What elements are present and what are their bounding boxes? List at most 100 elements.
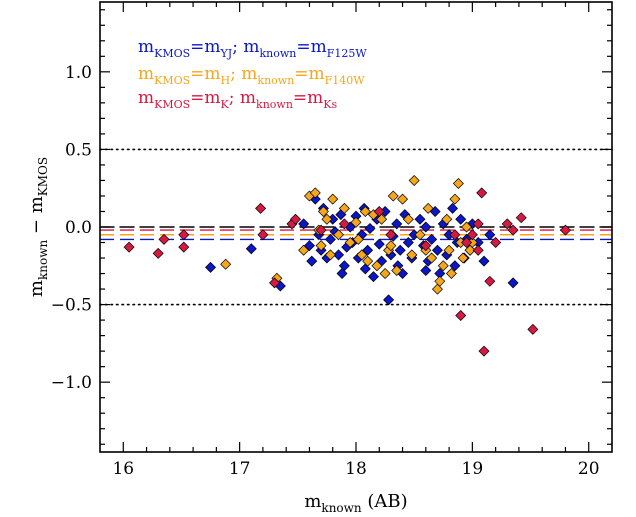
legend-text: ; m xyxy=(230,64,257,84)
legend-text: ; m xyxy=(229,88,256,108)
x-label-subscript: known xyxy=(321,501,361,515)
legend-text: =m xyxy=(296,37,326,57)
point-s1-2 xyxy=(298,244,310,256)
legend-entry-0: mKMOS=mYJ; mknown=mF125W xyxy=(138,37,367,60)
point-s2-0 xyxy=(123,241,135,253)
point-s0-0 xyxy=(205,261,217,273)
point-s0-25 xyxy=(364,223,376,235)
point-s0-55 xyxy=(455,213,467,225)
point-s0-53 xyxy=(449,260,461,272)
legend-text: m xyxy=(138,88,154,108)
point-s0-66 xyxy=(420,264,432,276)
y-tick-label: −0.5 xyxy=(51,296,92,316)
y-label-text: m xyxy=(26,280,47,297)
point-s1-37 xyxy=(449,193,461,205)
point-s1-45 xyxy=(352,233,364,245)
point-s2-24 xyxy=(515,212,527,224)
legend-subscript: KMOS xyxy=(154,47,190,60)
point-s2-26 xyxy=(559,224,571,236)
axis-labels: mknown (AB)mknown − mKMOS xyxy=(26,157,408,515)
point-s2-2 xyxy=(158,233,170,245)
point-s0-34 xyxy=(391,218,403,230)
x-tick-label: 19 xyxy=(462,459,484,479)
point-s1-10 xyxy=(333,229,345,241)
legend-subscript: F140W xyxy=(325,74,366,87)
point-s1-15 xyxy=(359,205,371,217)
y-tick-label: 0.5 xyxy=(65,140,92,160)
point-s2-17 xyxy=(472,218,484,230)
point-s2-3 xyxy=(178,229,190,241)
point-s1-24 xyxy=(397,193,409,205)
x-tick-label: 18 xyxy=(345,459,367,479)
point-s2-25 xyxy=(527,323,539,335)
point-s0-43 xyxy=(420,221,432,233)
point-s1-41 xyxy=(461,221,473,233)
point-s1-7 xyxy=(321,213,333,225)
point-s2-6 xyxy=(257,229,269,241)
legend-entry-2: mKMOS=mK; mknown=mKs xyxy=(138,88,337,111)
point-s0-47 xyxy=(431,244,443,256)
point-s2-4 xyxy=(178,241,190,253)
legend-subscript: known xyxy=(257,74,294,87)
point-s2-21 xyxy=(490,237,502,249)
point-s2-22 xyxy=(501,218,513,230)
x-label-text: m xyxy=(304,491,321,512)
legend-text: m xyxy=(138,64,154,84)
point-s1-27 xyxy=(414,229,426,241)
point-s1-4 xyxy=(309,187,321,199)
point-s1-30 xyxy=(426,252,438,264)
legend-text: =m xyxy=(294,64,324,84)
legend-subscript: F125W xyxy=(327,47,368,60)
legend-text: =m xyxy=(190,88,220,108)
point-s1-35 xyxy=(443,244,455,256)
legend-text: =m xyxy=(190,64,220,84)
point-s2-10 xyxy=(315,224,327,236)
point-s2-14 xyxy=(455,309,467,321)
legend-subscript: known xyxy=(259,47,296,60)
point-s1-32 xyxy=(434,275,446,287)
point-s2-9 xyxy=(289,213,301,225)
point-s0-5 xyxy=(306,255,318,267)
point-s2-28 xyxy=(472,244,484,256)
point-s1-29 xyxy=(422,202,434,214)
point-s2-23 xyxy=(507,224,519,236)
point-s2-19 xyxy=(476,187,488,199)
point-s1-5 xyxy=(315,240,327,252)
point-s0-41 xyxy=(414,213,426,225)
legend-subscript: KMOS xyxy=(154,98,190,111)
point-s1-8 xyxy=(324,249,336,261)
point-s2-7 xyxy=(269,277,281,289)
x-label-text: (AB) xyxy=(362,491,408,512)
point-s2-5 xyxy=(255,202,267,214)
y-label-text: − m xyxy=(26,196,47,240)
legend-subscript: KMOS xyxy=(154,74,190,87)
y-tick-label: 1.0 xyxy=(65,63,92,83)
point-s2-12 xyxy=(373,205,385,217)
point-s1-16 xyxy=(362,255,374,267)
point-s2-1 xyxy=(152,247,164,259)
x-tick-label: 17 xyxy=(229,459,251,479)
point-s2-27 xyxy=(420,240,432,252)
point-s1-18 xyxy=(371,260,383,272)
y-tick-label: 0.0 xyxy=(65,218,92,238)
point-s0-14 xyxy=(333,249,345,261)
legend-text: =m xyxy=(190,37,220,57)
point-s0-62 xyxy=(484,229,496,241)
point-s2-13 xyxy=(385,229,397,241)
legend-subscript: known xyxy=(256,98,293,111)
point-s2-15 xyxy=(461,237,473,249)
point-s0-38 xyxy=(402,237,414,249)
point-s1-12 xyxy=(344,237,356,249)
point-s1-25 xyxy=(402,213,414,225)
legend-text: m xyxy=(138,37,154,57)
point-s1-6 xyxy=(317,205,329,217)
point-s0-35 xyxy=(394,244,406,256)
point-s2-29 xyxy=(449,229,461,241)
legend-subscript: H xyxy=(221,74,231,87)
legend-text: ; m xyxy=(232,37,259,57)
point-s1-38 xyxy=(452,178,464,190)
legend-text: =m xyxy=(293,88,323,108)
y-axis-label: mknown − mKMOS xyxy=(26,157,50,297)
